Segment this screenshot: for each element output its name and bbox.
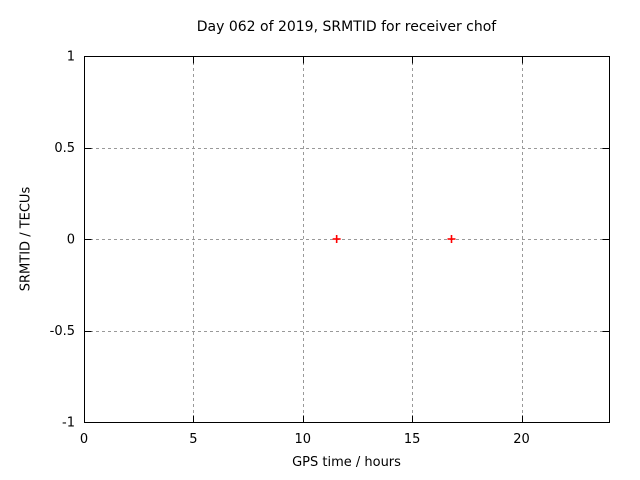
x-tick-label: 0 <box>80 432 88 447</box>
x-axis-label: GPS time / hours <box>292 455 401 470</box>
data-point-marker <box>447 235 456 243</box>
y-tick-label: -1 <box>62 416 75 431</box>
x-tick-label: 5 <box>189 432 197 447</box>
y-tick-label: 0.5 <box>54 141 75 156</box>
y-tick-label: -0.5 <box>50 324 75 339</box>
chart-title: Day 062 of 2019, SRMTID for receiver cho… <box>196 19 497 35</box>
x-tick-label: 15 <box>404 432 421 447</box>
y-tick-label: 0 <box>67 233 75 248</box>
data-point-marker <box>332 235 341 243</box>
x-tick-label: 20 <box>513 432 530 447</box>
y-tick-label: 1 <box>67 50 75 65</box>
x-tick-label: 10 <box>294 432 311 447</box>
